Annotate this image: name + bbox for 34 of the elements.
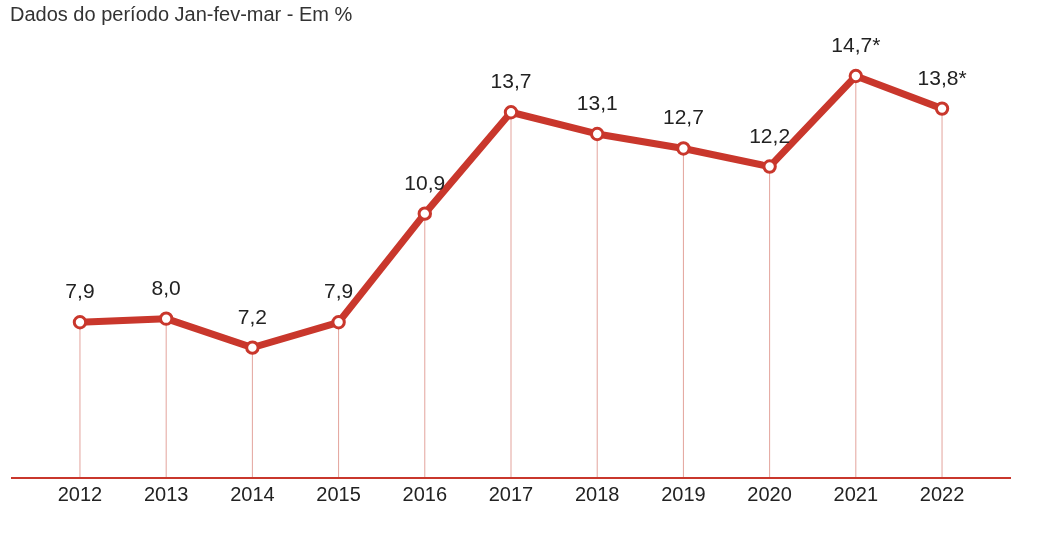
x-tick-label: 2020 (747, 482, 792, 505)
x-tick-label: 2012 (57, 482, 103, 505)
point (848, 68, 864, 84)
point (934, 101, 950, 116)
point (245, 340, 260, 355)
x-tick-label: 2022 (919, 482, 965, 505)
x-tick-label: 2021 (833, 482, 879, 505)
data-label: 8,0 (151, 275, 181, 299)
data-label: 14,7* (831, 33, 881, 57)
data-label: 13,7 (490, 69, 532, 93)
point (331, 315, 346, 330)
data-label: 12,7 (662, 105, 704, 129)
x-tick-label: 2017 (488, 482, 534, 505)
x-tick-label: 2019 (661, 482, 706, 505)
data-label: 12,2 (749, 123, 791, 147)
point (158, 311, 174, 326)
data-label: 7,9 (65, 279, 95, 303)
point (762, 159, 777, 174)
point (417, 206, 432, 221)
x-tick-label: 2015 (316, 482, 361, 505)
point (72, 315, 88, 330)
x-tick-label: 2018 (574, 482, 620, 505)
data-label: 13,8* (917, 65, 967, 89)
data-label: 13,1 (576, 90, 618, 114)
x-tick-label: 2014 (230, 482, 275, 505)
x-tick-label: 2013 (143, 482, 189, 505)
data-label: 10,9 (404, 170, 446, 194)
x-tick-label: 2016 (402, 482, 448, 505)
point (503, 105, 519, 120)
point (676, 141, 691, 156)
chart-title: Dados do período Jan-fev-mar - Em % (10, 3, 353, 26)
point (590, 126, 605, 142)
data-label: 7,2 (237, 304, 267, 328)
data-label: 7,9 (323, 279, 354, 303)
